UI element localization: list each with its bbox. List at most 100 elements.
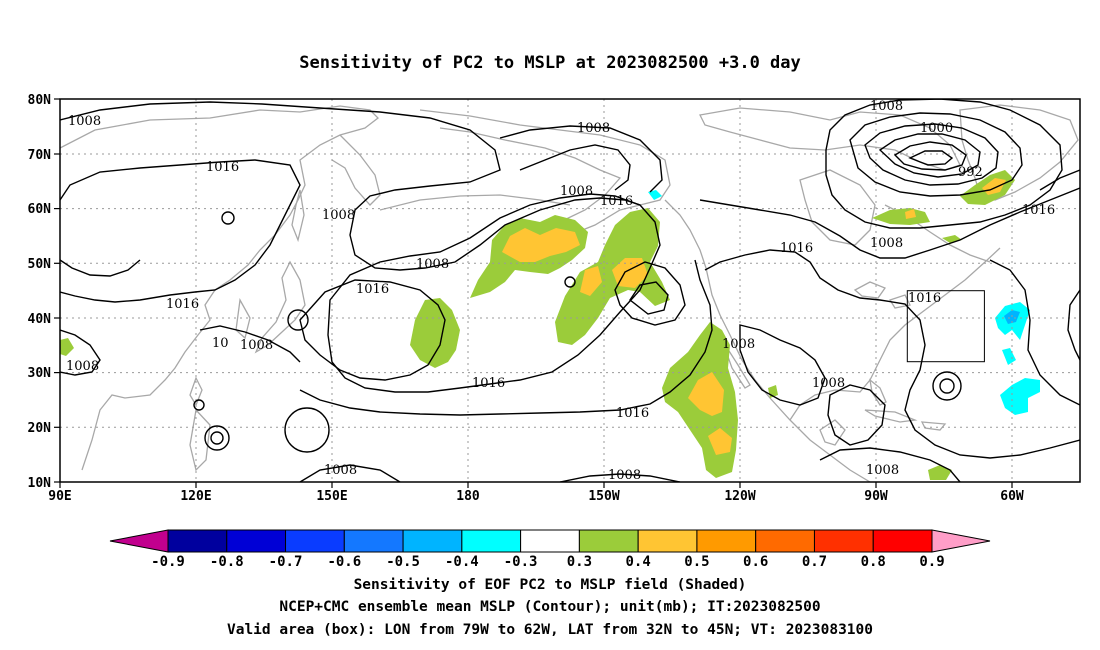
sakhalin-coastline — [291, 189, 305, 243]
contour-low-philippine-inner — [210, 431, 224, 445]
contour-low-japan — [287, 309, 309, 331]
contour-1016-low-gulf-inner — [629, 281, 669, 315]
colorbar-tick-label: -0.4 — [445, 554, 479, 570]
caption-line-1: Sensitivity of EOF PC2 to MSLP field (Sh… — [354, 577, 747, 593]
contour-1008-tropic — [559, 473, 681, 482]
colorbar-tick-label: 0.4 — [626, 554, 651, 570]
colorbar-swatch — [461, 529, 522, 553]
contour-1016-canada — [699, 187, 1080, 259]
caption-line-3: Valid area (box): LON from 79W to 62W, L… — [227, 622, 873, 638]
contour-1008-sea — [60, 329, 101, 376]
shade-negative-03-north-pacific — [648, 190, 662, 200]
isobar-label: 1008 — [577, 121, 610, 136]
colorbar-swatch — [402, 529, 463, 553]
contour-1016-north-america — [704, 249, 1080, 459]
shade-positive-03-west-edge — [60, 338, 74, 356]
colorbar: -0.9 -0.8 -0.7 -0.6 -0.5 -0.4 -0.3 0.3 0.4 0.5 0.6… — [109, 529, 991, 570]
yucatan-coastline — [819, 419, 846, 446]
isobar-label: 1016 — [166, 297, 199, 312]
gulf-of-mexico-coast — [789, 247, 1001, 421]
contour-1008-gulf — [827, 384, 886, 446]
lon-label: 90E — [48, 489, 71, 504]
isobar-label: 1008 — [722, 337, 755, 352]
shade-negative-03-atlantic-mid — [1002, 348, 1016, 365]
contour-1016-west-edge — [60, 259, 141, 277]
shade-positive-04-east-pacific — [688, 372, 724, 416]
shade-positive-03-west-pacific — [410, 298, 460, 368]
contour-1008-caribbean — [819, 447, 961, 482]
luzon-coastline — [189, 408, 211, 472]
contour-low-philippine — [204, 425, 230, 451]
latitude-labels: 80N 70N 60N 50N 40N 30N 20N 10N — [28, 93, 52, 491]
caption-line-2: NCEP+CMC ensemble mean MSLP (Contour); u… — [279, 599, 820, 615]
shade-positive-04-central-pacific — [502, 228, 580, 262]
lat-label: 40N — [28, 312, 52, 327]
lon-label: 90W — [864, 489, 888, 504]
isobar-label: 1008 — [68, 114, 101, 129]
colorbar-swatch — [226, 529, 287, 553]
contour-992 — [893, 141, 967, 171]
shade-positive-04-hudson — [905, 209, 916, 219]
colorbar-arrow-low — [109, 529, 169, 553]
isobar-label: 1008 — [608, 468, 641, 483]
colorbar-swatch — [578, 529, 639, 553]
contour-1004 — [849, 112, 1023, 197]
isobar-label: 1016 — [1022, 203, 1055, 218]
lon-label: 120E — [180, 489, 211, 504]
colorbar-arrow-high — [931, 529, 991, 553]
isobar-label: 1016 — [206, 160, 239, 175]
isobar-label: 1008 — [866, 463, 899, 478]
grid-lines — [60, 99, 1080, 482]
colorbar-tick-label: 0.3 — [567, 554, 592, 570]
isobar-label: 1016 — [472, 376, 505, 391]
contour-low-atlantic-inner — [939, 378, 955, 394]
isobar-label: 1016 — [600, 194, 633, 209]
lon-label: 60W — [1000, 489, 1024, 504]
contour-1016-atlantic-high — [989, 259, 1080, 406]
colorbar-tick-label: -0.5 — [386, 554, 420, 570]
isobar-label: 1008 — [870, 99, 903, 114]
shade-positive-04-gulf-of-alaska-b — [580, 266, 602, 296]
map-frame — [59, 98, 1081, 483]
colorbar-swatch — [872, 529, 933, 553]
lon-label: 120W — [724, 489, 755, 504]
contour-988 — [908, 150, 954, 166]
north-america-west-coast — [664, 199, 871, 482]
lon-label: 180 — [456, 489, 480, 504]
lat-label: 10N — [28, 476, 52, 491]
lon-label: 150W — [588, 489, 619, 504]
korea-coastline — [235, 297, 251, 340]
shade-positive-03-gulf-of-alaska — [555, 208, 670, 345]
hispaniola-coastline — [920, 421, 947, 431]
isobar-label: 1008 — [870, 236, 903, 251]
map-panel: 1008 1016 1008 1016 1008 1008 1016 1008 … — [28, 93, 1081, 504]
isobar-label: 1008 — [322, 208, 355, 223]
contour-low-taiwan — [193, 399, 205, 411]
sensitivity-shading — [60, 170, 1040, 480]
colorbar-swatch — [343, 529, 404, 553]
contour-1008-north-asia — [60, 101, 641, 271]
lat-label: 20N — [28, 421, 52, 436]
colorbar-swatch — [637, 529, 698, 553]
contour-1016-alaska — [519, 144, 631, 191]
shade-positive-04-east-pacific-south — [708, 428, 732, 455]
isobar-label: 1008 — [812, 376, 845, 391]
colorbar-swatch — [813, 529, 874, 553]
figure-title: Sensitivity of PC2 to MSLP at 2023082500… — [299, 53, 801, 73]
isobar-label: 1016 — [780, 241, 813, 256]
colorbar-tick-label: -0.8 — [210, 554, 244, 570]
isobar-label: 1008 — [560, 184, 593, 199]
contour-1016-outer — [299, 259, 713, 416]
lat-label: 30N — [28, 366, 52, 381]
contour-small-north-pacific — [221, 211, 235, 225]
contour-low-atlantic — [932, 371, 962, 401]
colorbar-tick-label: -0.3 — [504, 554, 538, 570]
contour-1016-greenland-east — [1039, 169, 1080, 191]
colorbar-tick-label: 0.9 — [919, 554, 944, 570]
lat-label: 70N — [28, 148, 52, 163]
longitude-labels: 90E 120E 150E 180 150W 120W 90W 60W — [48, 489, 1024, 504]
colorbar-tick-label: -0.9 — [151, 554, 185, 570]
contour-1008-south — [299, 464, 401, 482]
colorbar-swatch — [285, 529, 345, 553]
